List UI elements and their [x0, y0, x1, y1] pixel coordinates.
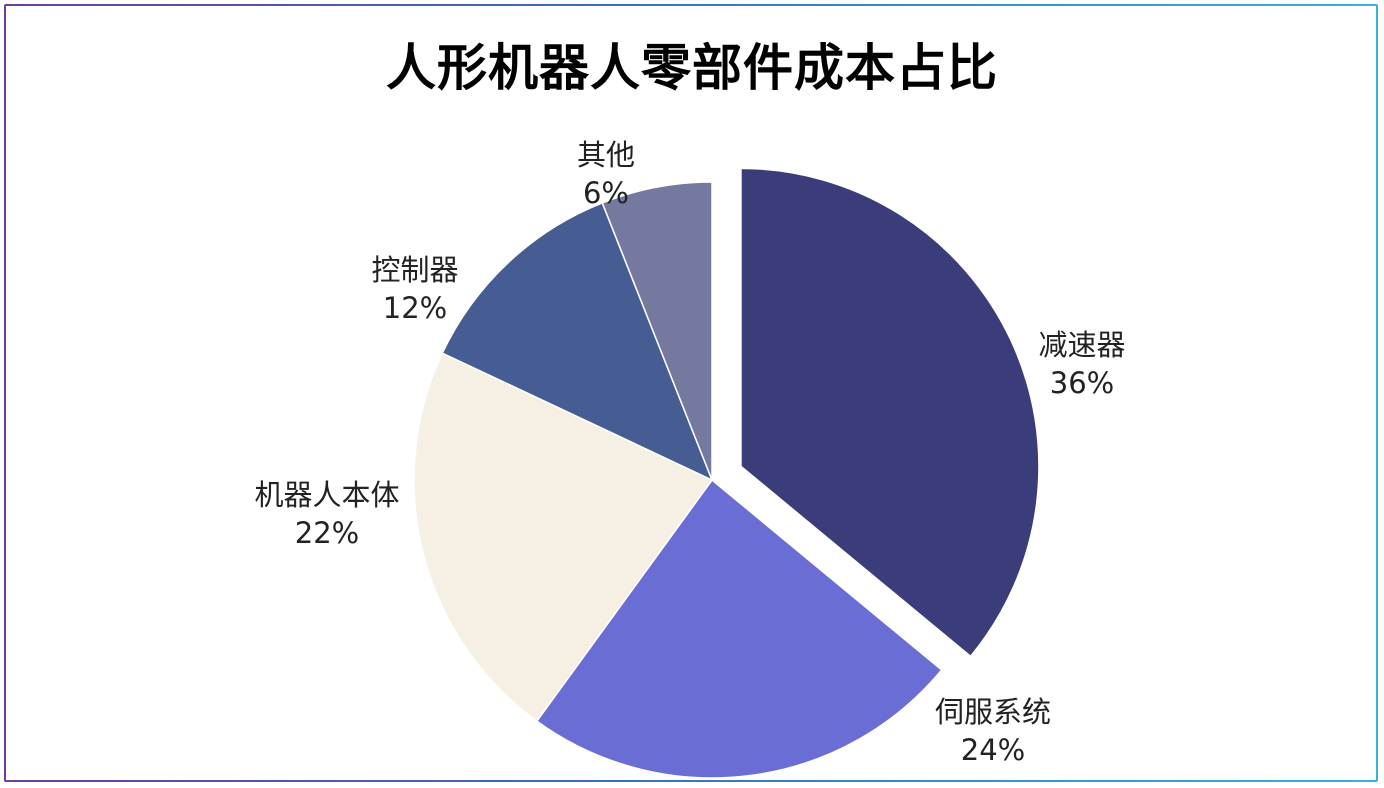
label-reducer-percent: 36%	[1050, 366, 1114, 400]
pie-slices	[413, 167, 1040, 779]
label-other-percent: 6%	[583, 176, 629, 210]
label-reducer-name: 减速器	[1038, 328, 1125, 362]
slice-other	[601, 181, 713, 481]
label-servo-system-name: 伺服系统	[935, 695, 1051, 729]
chart-title: 人形机器人零部件成本占比	[386, 39, 998, 97]
slice-controller	[441, 201, 714, 482]
label-controller-percent: 12%	[383, 291, 447, 325]
label-servo-system-percent: 24%	[961, 733, 1025, 767]
label-robot-body-percent: 22%	[295, 516, 359, 550]
label-controller-name: 控制器	[371, 253, 458, 287]
label-other-name: 其他	[577, 138, 635, 172]
slice-reducer	[740, 167, 1040, 658]
slice-servo-system	[535, 478, 943, 779]
label-robot-body-name: 机器人本体	[254, 478, 399, 512]
pie-labels: 减速器 36% 伺服系统 24% 机器人本体 22% 控制器 12% 其他 6%	[254, 138, 1125, 767]
